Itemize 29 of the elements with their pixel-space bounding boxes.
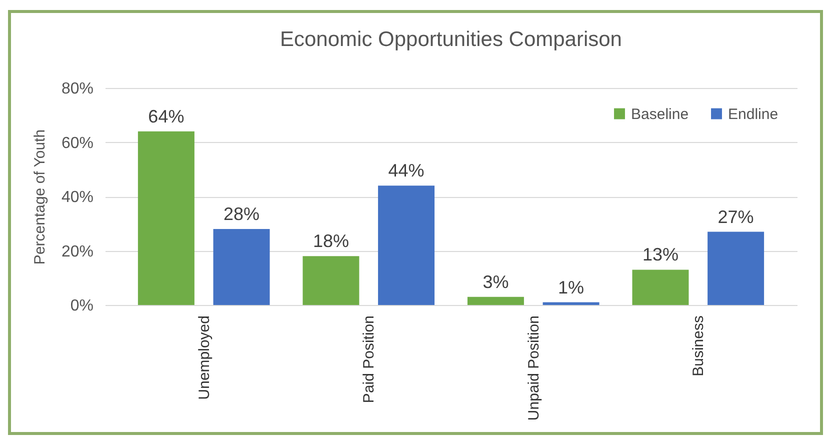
bar (302, 256, 360, 305)
x-tick-label: Unemployed (196, 316, 213, 400)
x-tick-label: Unpaid Position (525, 316, 542, 421)
data-label: 3% (482, 272, 509, 292)
y-tick-label: 40% (61, 189, 94, 206)
legend-label: Endline (728, 106, 778, 123)
data-label: 18% (312, 231, 349, 252)
bar (213, 229, 270, 305)
bar (632, 270, 689, 305)
data-label: 28% (224, 204, 260, 224)
y-axis-title: Percentage of Youth (31, 129, 48, 265)
bar (467, 296, 524, 305)
legend-label: Baseline (631, 106, 689, 123)
bar (138, 131, 194, 305)
y-tick-label: 60% (61, 134, 94, 152)
x-tick-label: Business (690, 316, 708, 376)
chart-title: Economic Opportunities Comparison (280, 28, 622, 51)
bar (542, 302, 600, 305)
y-tick-label: 20% (61, 243, 94, 260)
bar (708, 232, 764, 305)
y-tick-label: 80% (61, 80, 94, 98)
y-tick-label: 0% (70, 298, 94, 314)
data-label: 1% (558, 277, 584, 298)
bar (378, 186, 435, 305)
data-label: 27% (718, 206, 754, 227)
x-tick-label: Paid Position (360, 316, 378, 404)
data-label: 64% (148, 106, 184, 126)
data-label: 13% (642, 244, 678, 265)
data-label: 44% (388, 160, 424, 181)
